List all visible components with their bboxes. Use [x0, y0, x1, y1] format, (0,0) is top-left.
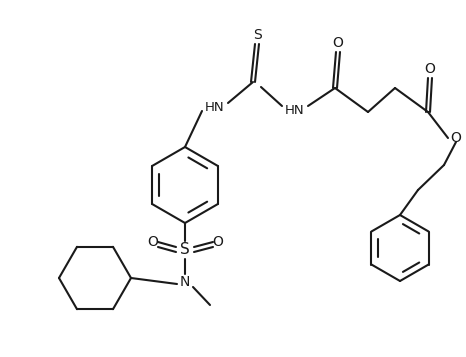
Text: HN: HN	[285, 104, 305, 116]
Text: O: O	[333, 36, 343, 50]
Text: O: O	[425, 62, 435, 76]
Text: O: O	[451, 131, 461, 145]
Text: S: S	[253, 28, 261, 42]
Text: S: S	[180, 242, 190, 257]
Text: N: N	[180, 275, 190, 289]
Text: HN: HN	[205, 101, 225, 114]
Text: O: O	[212, 235, 223, 249]
Text: O: O	[148, 235, 158, 249]
